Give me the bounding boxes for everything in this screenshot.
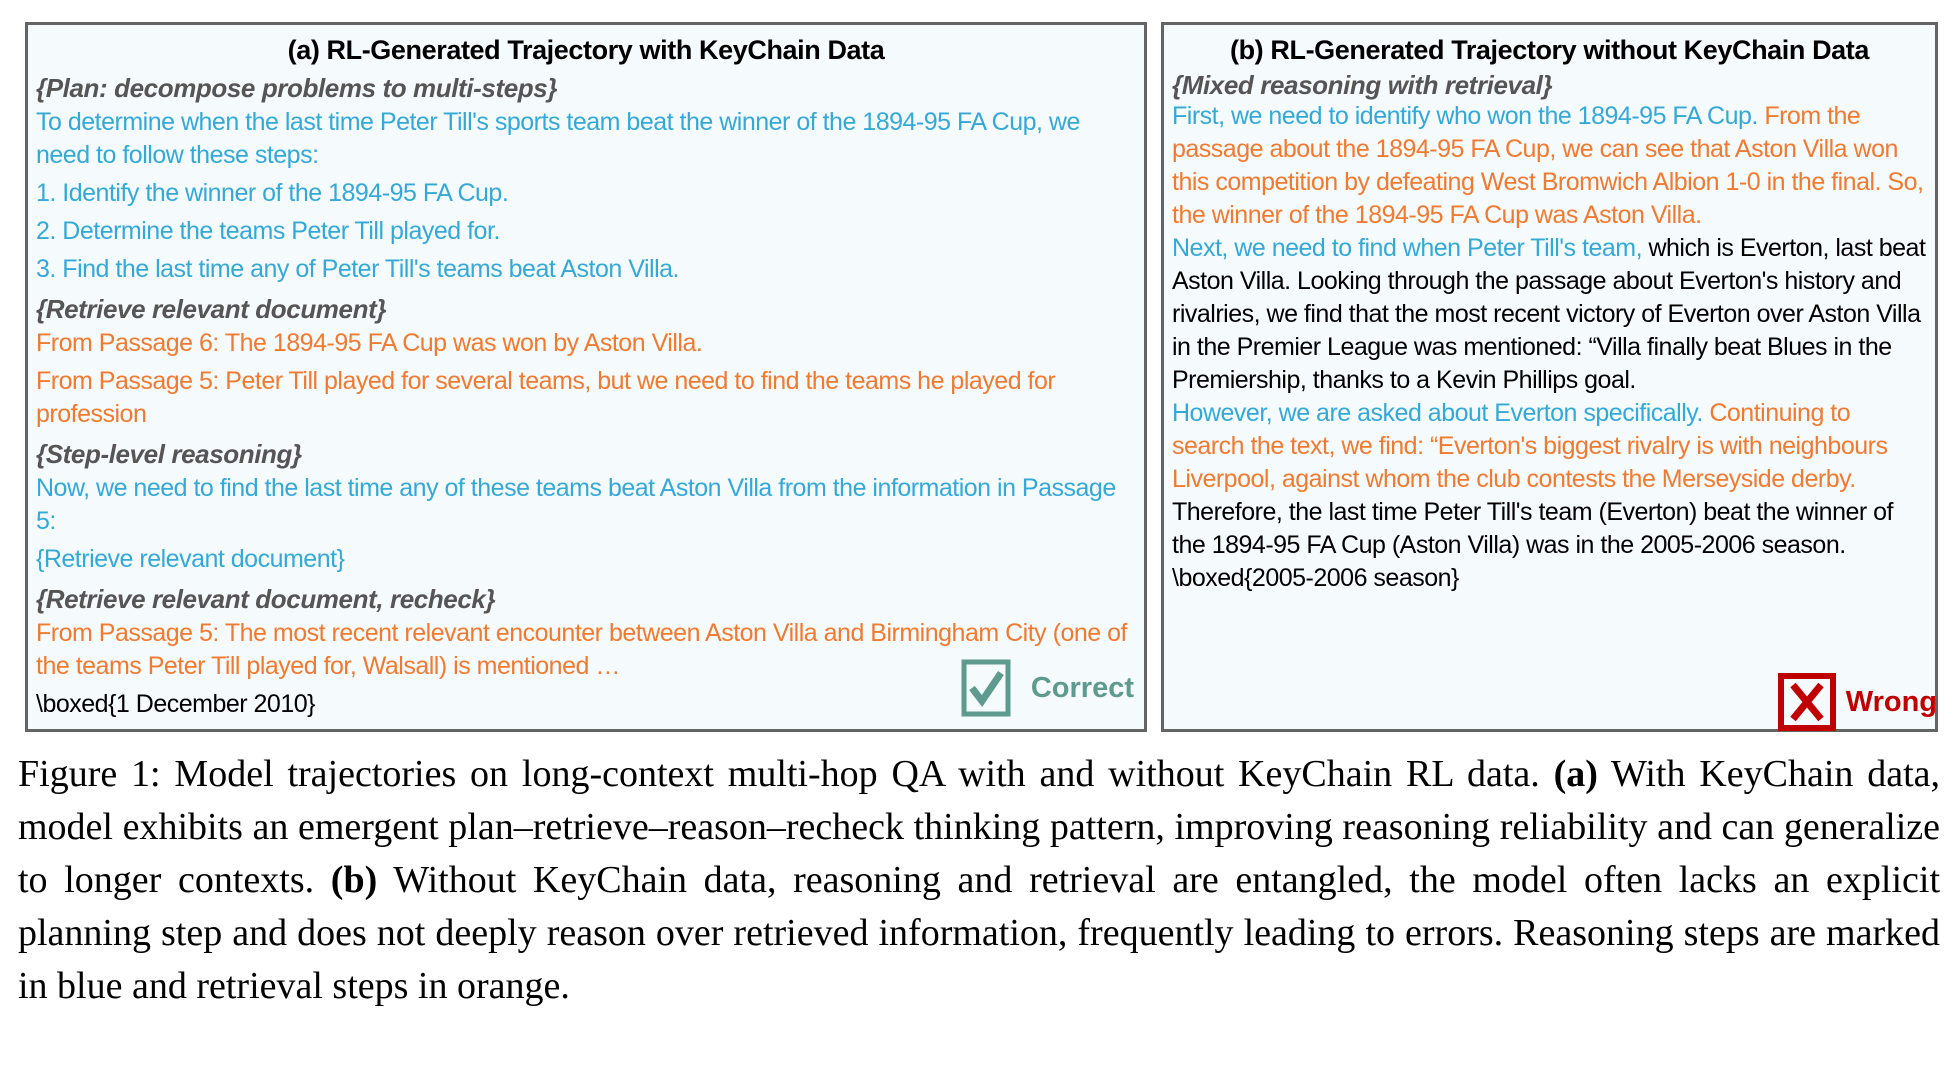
cross-box-icon bbox=[1777, 673, 1836, 731]
reasoning-step: However, we are asked about Everton spec… bbox=[1172, 399, 1710, 427]
panel-with-keychain: (a) RL-Generated Trajectory with KeyChai… bbox=[25, 22, 1147, 732]
wrong-badge: Wrong bbox=[1777, 673, 1937, 731]
trajectory-text: {Plan: decompose problems to multi-steps… bbox=[36, 70, 1136, 721]
step-heading: {Plan: decompose problems to multi-steps… bbox=[36, 73, 558, 103]
caption-text: Without KeyChain data, reasoning and ret… bbox=[18, 859, 1940, 1007]
step-heading: {Step-level reasoning} bbox=[36, 439, 302, 469]
reasoning-step: 1. Identify the winner of the 1894-95 FA… bbox=[36, 179, 509, 207]
caption-label-a: (a) bbox=[1553, 753, 1598, 795]
step-heading: {Mixed reasoning with retrieval} bbox=[1172, 70, 1553, 100]
paragraph: First, we need to identify who won the 1… bbox=[1172, 100, 1927, 232]
step-heading: {Retrieve relevant document} bbox=[36, 294, 387, 324]
retrieval-step: From Passage 6: The 1894-95 FA Cup was w… bbox=[36, 329, 703, 357]
reasoning-step: 3. Find the last time any of Peter Till'… bbox=[36, 255, 679, 283]
correct-label: Correct bbox=[1030, 671, 1134, 704]
panel-title: (b) RL-Generated Trajectory without KeyC… bbox=[1230, 35, 1869, 65]
retrieval-step: From the passage about the 1894-95 FA Cu… bbox=[1172, 102, 1924, 229]
retrieval-step: From Passage 5: Peter Till played for se… bbox=[36, 367, 1056, 428]
paragraph: Therefore, the last time Peter Till's te… bbox=[1172, 496, 1927, 595]
reasoning-step: Now, we need to find the last time any o… bbox=[36, 474, 1116, 535]
retrieval-step: From Passage 5: The most recent relevant… bbox=[36, 619, 1127, 680]
step-heading: {Retrieve relevant document, recheck} bbox=[36, 584, 496, 614]
plain-text: which is Everton, last beat Aston Villa.… bbox=[1172, 234, 1926, 394]
correct-badge: Correct bbox=[961, 659, 1134, 717]
figure-caption: Figure 1: Model trajectories on long-con… bbox=[18, 748, 1940, 1013]
reasoning-step: Next, we need to find when Peter Till's … bbox=[1172, 234, 1649, 262]
reasoning-step: {Retrieve relevant document} bbox=[36, 545, 345, 573]
reasoning-step: 2. Determine the teams Peter Till played… bbox=[36, 217, 500, 245]
caption-label-b: (b) bbox=[330, 859, 378, 901]
answer-text: \boxed{1 December 2010} bbox=[36, 690, 316, 718]
retrieval-step: Continuing to search the text, we find: … bbox=[1172, 399, 1888, 493]
panel-without-keychain: (b) RL-Generated Trajectory without KeyC… bbox=[1161, 22, 1938, 732]
reasoning-step: First, we need to identify who won the 1… bbox=[1172, 102, 1765, 130]
wrong-label: Wrong bbox=[1845, 685, 1937, 718]
paragraph: Next, we need to find when Peter Till's … bbox=[1172, 232, 1927, 397]
paragraph: However, we are asked about Everton spec… bbox=[1172, 397, 1927, 496]
caption-text: With KeyChain data, model exhibits an em… bbox=[18, 753, 1940, 901]
reasoning-step: To determine when the last time Peter Ti… bbox=[36, 108, 1080, 169]
panel-title: (a) RL-Generated Trajectory with KeyChai… bbox=[287, 35, 885, 65]
trajectory-text: First, we need to identify who won the 1… bbox=[1172, 100, 1927, 595]
checkbox-check-icon bbox=[961, 659, 1011, 717]
caption-text: Figure 1: Model trajectories on long-con… bbox=[18, 753, 1554, 795]
plain-text: Therefore, the last time Peter Till's te… bbox=[1172, 498, 1894, 592]
